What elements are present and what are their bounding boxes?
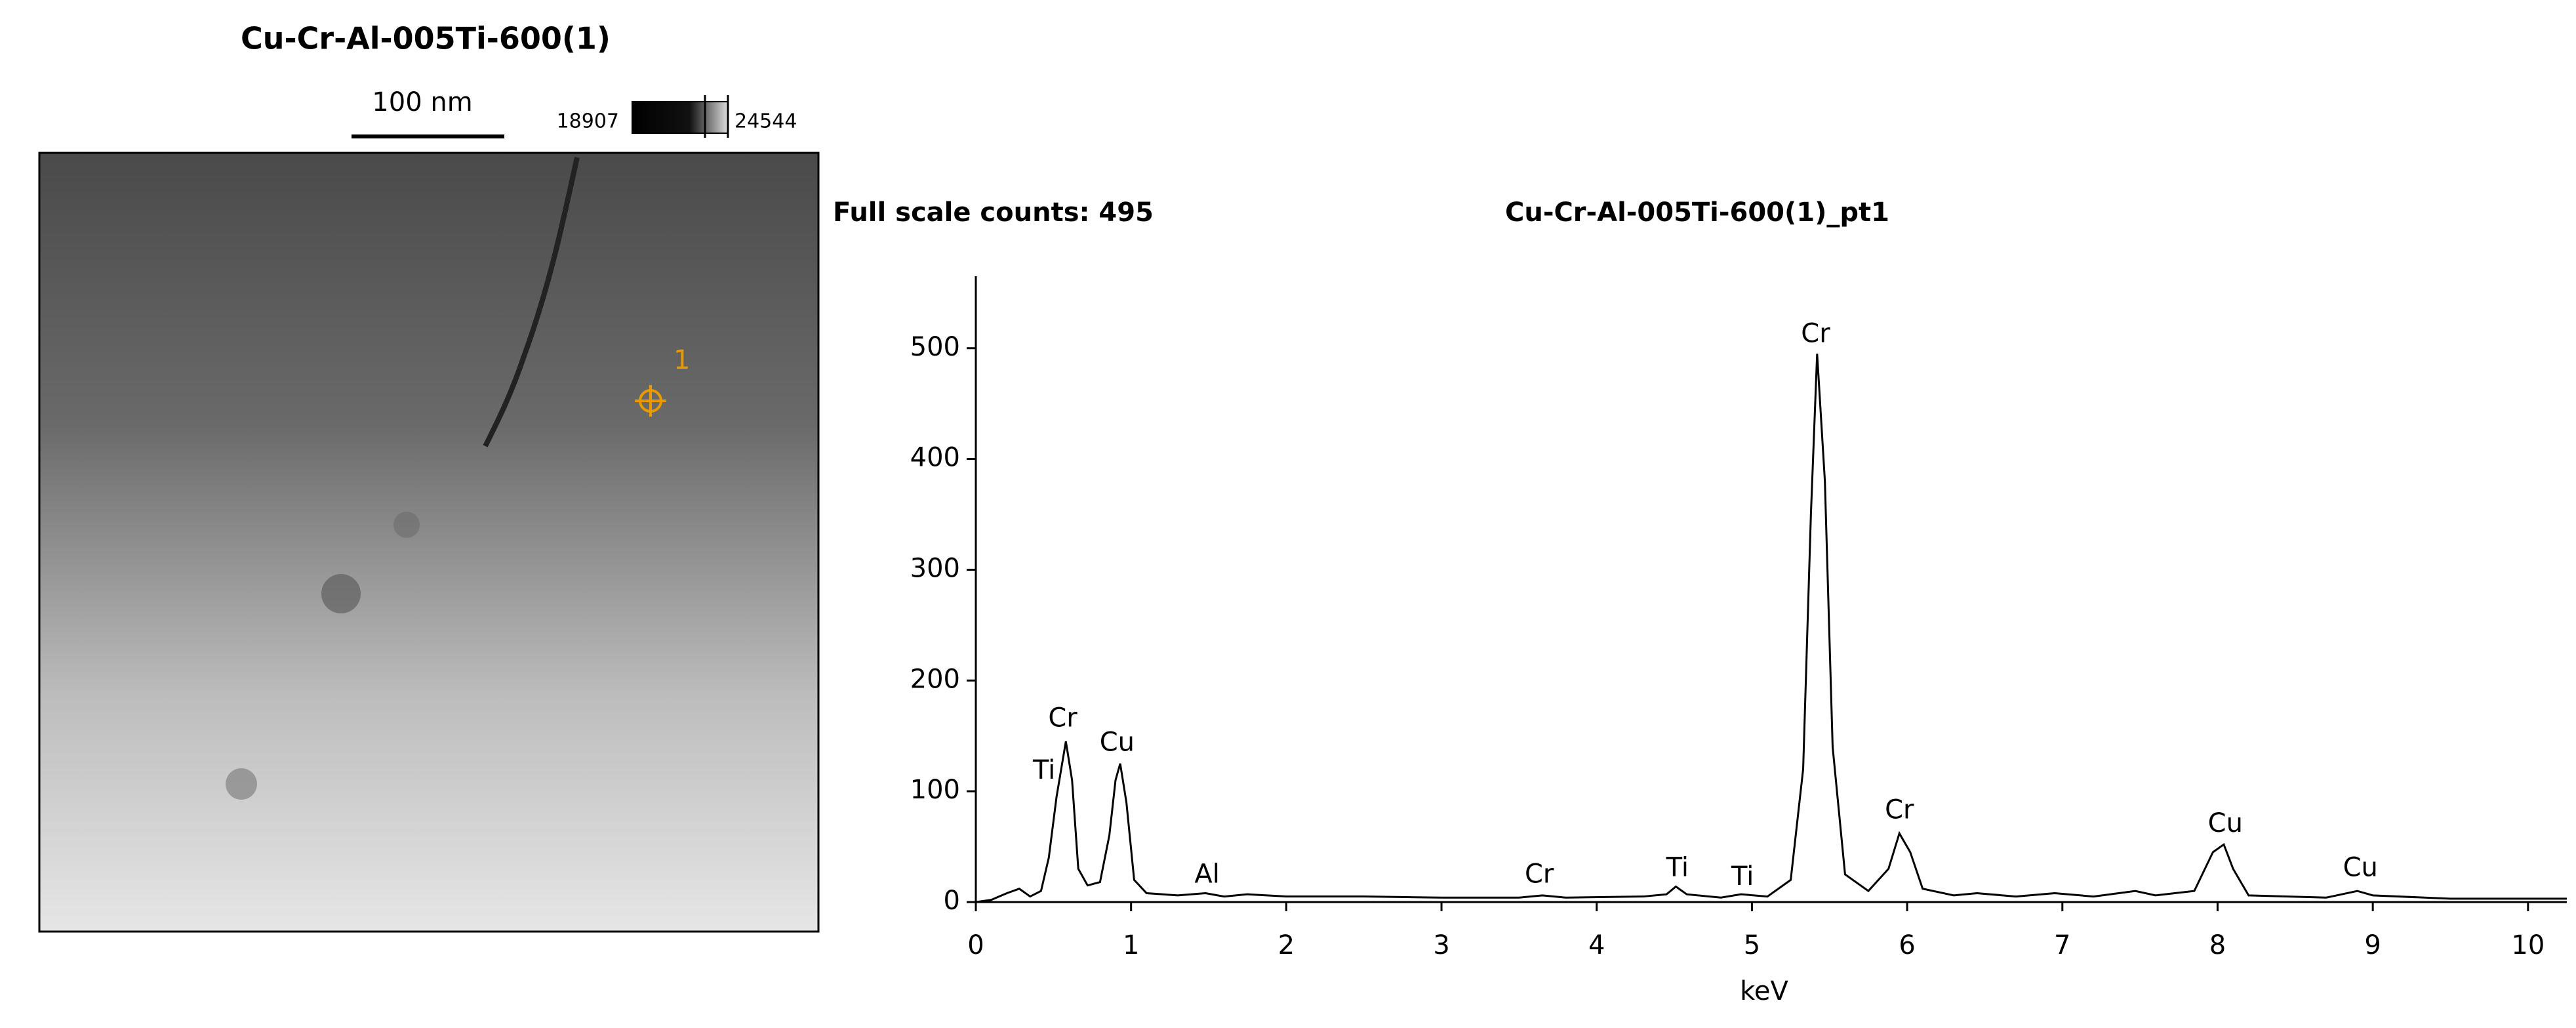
peak-label: Cr <box>1525 859 1554 889</box>
micrograph <box>38 152 820 933</box>
image-title: Cu-Cr-Al-005Ti-600(1) <box>241 21 611 56</box>
particle <box>321 574 361 613</box>
peak-label: Ti <box>1032 755 1055 785</box>
x-tick-label: 8 <box>2209 930 2226 960</box>
peak-label: Cr <box>1048 703 1077 733</box>
x-tick-label: 6 <box>1899 930 1915 960</box>
peak-label: Cu <box>2343 852 2378 882</box>
y-tick-label: 100 <box>910 775 960 805</box>
x-axis-label: keV <box>1740 976 1788 1006</box>
x-tick-label: 2 <box>1278 930 1295 960</box>
peak-label: Al <box>1194 859 1219 889</box>
y-tick-label: 300 <box>910 553 960 583</box>
x-tick-label: 7 <box>2054 930 2070 960</box>
color-scale-max: 24544 <box>735 110 797 133</box>
crack <box>483 157 580 447</box>
y-tick-label: 0 <box>944 886 960 916</box>
chart-title: Cu-Cr-Al-005Ti-600(1)_pt1 <box>1505 197 1889 228</box>
spectrum-line <box>975 354 2567 903</box>
peak-label: Cr <box>1885 795 1914 825</box>
x-tick-label: 5 <box>1744 930 1760 960</box>
x-tick-label: 9 <box>2364 930 2381 960</box>
peak-label: Ti <box>1731 861 1754 892</box>
peak-label: Ti <box>1666 852 1689 882</box>
x-tick-label: 1 <box>1123 930 1139 960</box>
peak-label: Cr <box>1801 318 1830 348</box>
x-tick-label: 3 <box>1433 930 1449 960</box>
full-scale-counts: Full scale counts: 495 <box>833 197 1154 228</box>
x-tick-label: 0 <box>967 930 984 960</box>
x-tick-label: 10 <box>2511 930 2545 960</box>
point-label: 1 <box>674 345 690 375</box>
particle <box>226 768 257 800</box>
y-tick-label: 400 <box>910 443 960 473</box>
peak-label: Cu <box>1100 728 1135 758</box>
color-scale-min: 18907 <box>557 110 619 133</box>
particle <box>393 512 420 538</box>
y-tick-label: 500 <box>910 332 960 362</box>
x-tick-label: 4 <box>1588 930 1605 960</box>
color-scale <box>632 101 729 134</box>
y-tick-label: 200 <box>910 664 960 694</box>
scale-bar-label: 100 nm <box>372 87 472 117</box>
peak-label: Cu <box>2208 808 2243 838</box>
